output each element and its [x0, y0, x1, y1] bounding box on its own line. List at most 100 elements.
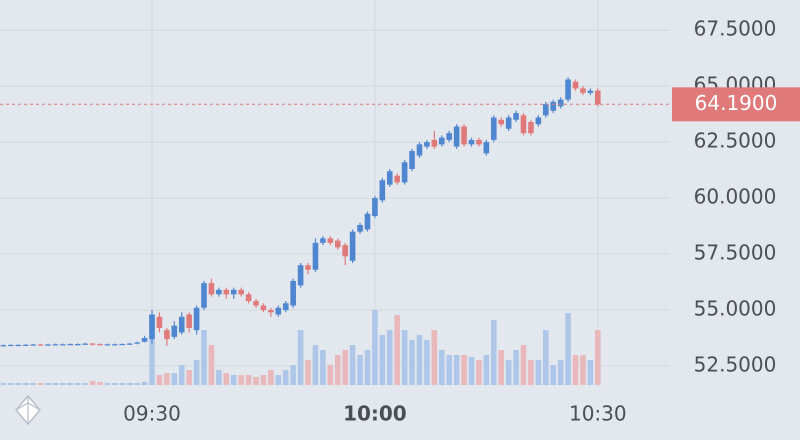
y-tick-label: 62.5000: [694, 129, 777, 153]
candle-body: [22, 344, 29, 346]
candle-body: [193, 307, 200, 331]
candle-body: [290, 280, 296, 306]
candle-body: [52, 344, 59, 346]
volume-bar: [565, 313, 571, 385]
volume-bar: [320, 350, 326, 385]
volume-bar: [327, 365, 334, 385]
candle-body: [149, 314, 155, 340]
candle-body: [60, 344, 66, 346]
candle-body: [416, 144, 423, 156]
last-price-box: [672, 87, 800, 122]
volume-bar: [275, 375, 282, 385]
volume-bar: [119, 383, 126, 385]
x-tick-label: 09:30: [123, 402, 181, 426]
volume-bar: [297, 330, 304, 385]
candle-body: [245, 294, 252, 302]
volume-bar: [260, 375, 267, 385]
candle-body: [260, 305, 267, 311]
candle-body: [253, 301, 259, 306]
candle-body: [498, 119, 505, 125]
candle-body: [223, 289, 230, 295]
candle-body: [550, 101, 557, 111]
logo-lines: [15, 396, 41, 424]
candle-body: [461, 126, 467, 145]
volume-bar: [528, 360, 534, 385]
candle-body: [334, 240, 341, 248]
volume-bar: [67, 383, 74, 385]
candle-body: [126, 343, 133, 345]
volume-bar: [74, 383, 81, 385]
volume-bar: [401, 330, 408, 385]
volume-bar: [193, 360, 200, 385]
candle-body: [82, 343, 88, 345]
candle-body: [580, 88, 586, 93]
volume-bar: [572, 355, 579, 385]
candle-body: [171, 325, 178, 337]
volume-bar: [97, 382, 103, 385]
volume-bar: [520, 345, 527, 385]
volume-bar: [112, 383, 118, 385]
volume-bar: [22, 383, 29, 385]
candle-body: [305, 265, 311, 270]
y-tick-label: 57.5000: [694, 241, 777, 265]
candle-body: [357, 224, 363, 232]
candle-body: [297, 265, 304, 286]
volume-bar: [186, 370, 192, 385]
candle-body: [238, 289, 244, 295]
candle-body: [156, 316, 163, 328]
y-tick-label: 60.0000: [694, 185, 777, 209]
candle-body: [37, 344, 44, 346]
candle-body: [45, 344, 51, 346]
candle-body: [424, 142, 430, 147]
volume-bar: [468, 357, 475, 385]
volume-bars: [0, 310, 601, 385]
volume-bar: [394, 315, 400, 385]
volume-bar: [60, 383, 66, 385]
candle-body: [587, 90, 594, 93]
candle-body: [8, 344, 14, 347]
candle-body: [216, 289, 222, 295]
volume-bar: [171, 373, 178, 385]
volume-bar: [386, 330, 393, 385]
volume-bar: [104, 383, 111, 385]
y-tick-label: 67.5000: [694, 17, 777, 41]
candle-body: [134, 342, 140, 344]
volume-bar: [45, 383, 51, 385]
volume-bar: [431, 330, 438, 385]
volume-bar: [505, 360, 512, 385]
candle-body: [394, 175, 400, 183]
volume-bar: [8, 383, 14, 385]
volume-bar: [334, 355, 341, 385]
candle-body: [74, 344, 81, 346]
volume-bar: [164, 373, 170, 385]
volume-bar: [141, 382, 148, 385]
candle-body: [342, 245, 348, 257]
candle-body: [0, 345, 7, 347]
candle-body: [409, 151, 415, 169]
candle-body: [119, 344, 126, 346]
candle-body: [446, 133, 452, 140]
volume-bar: [37, 383, 44, 385]
candle-body: [483, 142, 490, 154]
candle-body: [320, 238, 326, 243]
volume-bar: [550, 365, 557, 385]
candles: [0, 77, 601, 347]
candle-body: [595, 90, 601, 105]
volume-bar: [446, 355, 452, 385]
candle-body: [312, 242, 319, 270]
volume-bar: [253, 377, 259, 385]
candle-body: [468, 139, 475, 145]
candle-body: [208, 283, 215, 295]
volume-bar: [557, 360, 564, 385]
candle-body: [565, 79, 571, 100]
volume-bar: [208, 345, 215, 385]
candle-body: [186, 314, 192, 328]
volume-bar: [595, 330, 601, 385]
volume-bar: [82, 383, 88, 385]
candle-body: [89, 343, 96, 345]
volume-bar: [268, 370, 274, 385]
candle-body: [364, 213, 371, 230]
volume-bar: [364, 350, 371, 385]
